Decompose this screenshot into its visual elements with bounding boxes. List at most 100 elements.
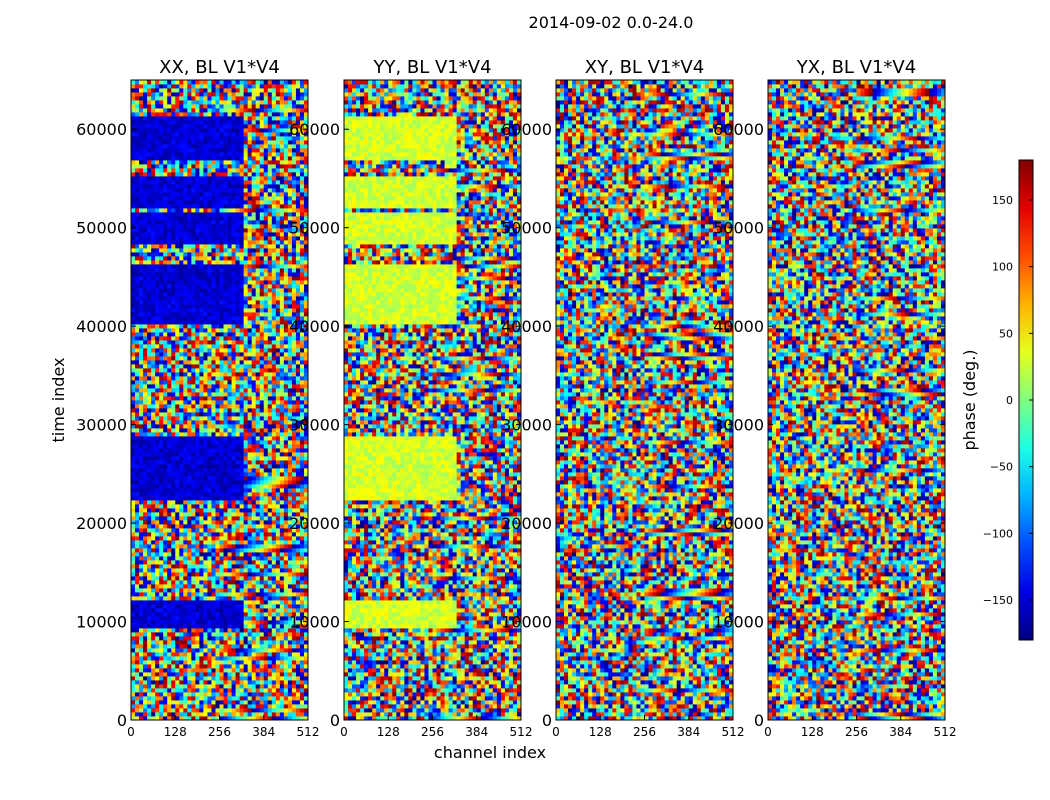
- heatmap-cell: [255, 340, 261, 345]
- heatmap-cell: [167, 560, 172, 565]
- heatmap-cell: [271, 408, 277, 413]
- heatmap-cell: [143, 624, 148, 629]
- heatmap-cell: [283, 696, 289, 701]
- heatmap-cell: [131, 576, 136, 581]
- heatmap-cell: [159, 520, 164, 525]
- heatmap-cell: [187, 360, 192, 365]
- heatmap-cell: [239, 392, 245, 397]
- heatmap-cell: [135, 480, 140, 485]
- heatmap-cell: [163, 344, 168, 349]
- heatmap-cell: [191, 516, 196, 521]
- heatmap-cell: [291, 472, 297, 477]
- heatmap-cell: [195, 360, 200, 365]
- heatmap-cell: [211, 456, 216, 461]
- heatmap-cell: [207, 340, 212, 345]
- heatmap-cell: [235, 312, 241, 317]
- heatmap-cell: [143, 364, 148, 369]
- heatmap-cell: [271, 548, 277, 553]
- heatmap-cell: [155, 376, 160, 381]
- heatmap-cell: [151, 552, 156, 557]
- heatmap-cell: [283, 316, 289, 321]
- heatmap-cell: [207, 276, 212, 281]
- heatmap-cell: [219, 300, 224, 305]
- heatmap-cell: [227, 484, 232, 489]
- heatmap-cell: [155, 588, 160, 593]
- heatmap-cell: [183, 312, 188, 317]
- heatmap-cell: [135, 420, 140, 425]
- heatmap-cell: [159, 268, 164, 273]
- heatmap-cell: [287, 368, 293, 373]
- heatmap-cell: [155, 288, 160, 293]
- heatmap-cell: [167, 512, 172, 517]
- heatmap-cell: [183, 368, 188, 373]
- heatmap-cell: [243, 436, 249, 441]
- heatmap-cell: [227, 480, 232, 485]
- heatmap-cell: [211, 564, 216, 569]
- heatmap-cell: [207, 536, 212, 541]
- heatmap-cell: [131, 580, 136, 585]
- heatmap-cell: [175, 548, 180, 553]
- heatmap-cell: [143, 592, 148, 597]
- heatmap-cell: [267, 364, 273, 369]
- heatmap-cell: [159, 672, 164, 677]
- heatmap-cell: [275, 700, 281, 705]
- heatmap-cell: [207, 580, 212, 585]
- heatmap-cell: [299, 320, 305, 325]
- heatmap-cell: [135, 404, 140, 409]
- heatmap-cell: [243, 676, 249, 681]
- heatmap-cell: [163, 492, 168, 497]
- heatmap-cell: [199, 304, 204, 309]
- heatmap-cell: [151, 480, 156, 485]
- heatmap-cell: [183, 388, 188, 393]
- heatmap-cell: [251, 292, 257, 297]
- heatmap-cell: [271, 468, 277, 473]
- heatmap-cell: [259, 716, 265, 721]
- heatmap-cell: [163, 580, 168, 585]
- heatmap-cell: [211, 696, 216, 701]
- heatmap-cell: [139, 508, 144, 513]
- heatmap-cell: [295, 356, 301, 361]
- heatmap-cell: [291, 684, 297, 689]
- heatmap-cell: [135, 692, 140, 697]
- heatmap-cell: [223, 324, 228, 329]
- heatmap-cell: [143, 540, 148, 545]
- heatmap-cell: [291, 652, 297, 657]
- heatmap-cell: [135, 716, 140, 721]
- heatmap-cell: [171, 452, 176, 457]
- heatmap-cell: [223, 620, 228, 625]
- heatmap-cell: [259, 552, 265, 557]
- heatmap-cell: [287, 448, 293, 453]
- heatmap-cell: [259, 372, 265, 377]
- heatmap-cell: [143, 504, 148, 509]
- heatmap-cell: [287, 672, 293, 677]
- heatmap-cell: [227, 684, 232, 689]
- heatmap-cell: [271, 652, 277, 657]
- heatmap-cell: [159, 632, 164, 637]
- heatmap-cell: [159, 676, 164, 681]
- heatmap-cell: [243, 472, 249, 477]
- heatmap-cell: [267, 440, 273, 445]
- heatmap-cell: [279, 332, 285, 337]
- heatmap-cell: [211, 492, 216, 497]
- heatmap-cell: [263, 448, 269, 453]
- heatmap-cell: [179, 540, 184, 545]
- heatmap-cell: [255, 396, 261, 401]
- heatmap-cell: [163, 448, 168, 453]
- heatmap-cell: [163, 496, 168, 501]
- heatmap-cell: [215, 620, 220, 625]
- heatmap-cell: [235, 504, 241, 509]
- heatmap-cell: [171, 668, 176, 673]
- heatmap-cell: [239, 552, 245, 557]
- heatmap-cell: [287, 684, 293, 689]
- heatmap-cell: [199, 456, 204, 461]
- heatmap-cell: [215, 436, 220, 441]
- heatmap-cell: [163, 532, 168, 537]
- heatmap-cell: [163, 616, 168, 621]
- heatmap-cell: [187, 304, 192, 309]
- heatmap-cell: [175, 272, 180, 277]
- heatmap-cell: [195, 448, 200, 453]
- heatmap-cell: [195, 528, 200, 533]
- heatmap-cell: [267, 616, 273, 621]
- heatmap-cell: [291, 316, 297, 321]
- heatmap-cell: [195, 452, 200, 457]
